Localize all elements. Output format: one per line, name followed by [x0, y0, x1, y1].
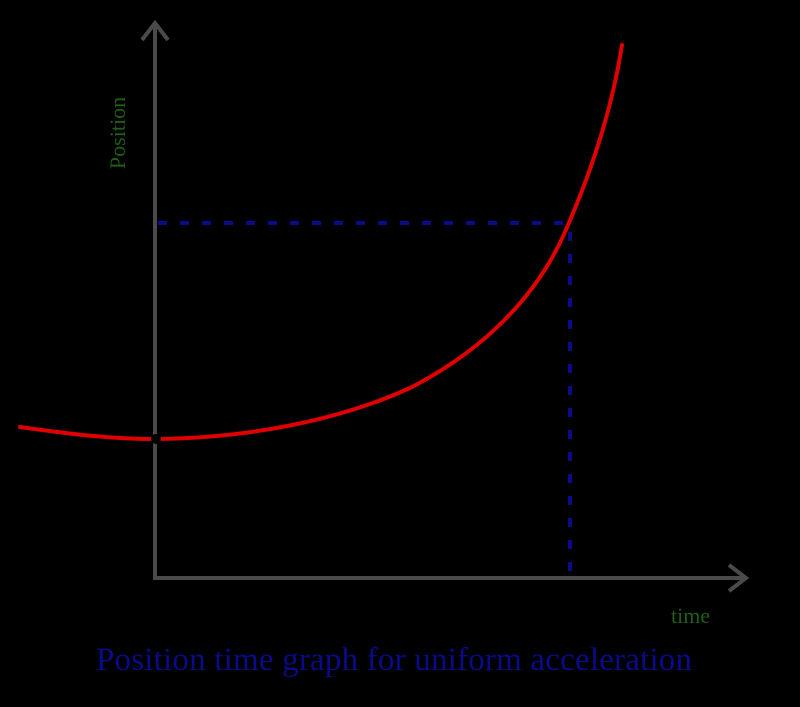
- y-intercept-point: [151, 434, 161, 444]
- x-axis-arrow-icon: [727, 563, 750, 593]
- x-axis-label: time: [671, 603, 711, 628]
- y-axis: [140, 19, 170, 578]
- chart-title: Position time graph for uniform accelera…: [96, 642, 693, 678]
- position-curve: [18, 43, 624, 442]
- y-axis-label: Position: [105, 96, 130, 170]
- y-axis-arrow-icon: [140, 19, 170, 42]
- x-axis: [153, 563, 750, 593]
